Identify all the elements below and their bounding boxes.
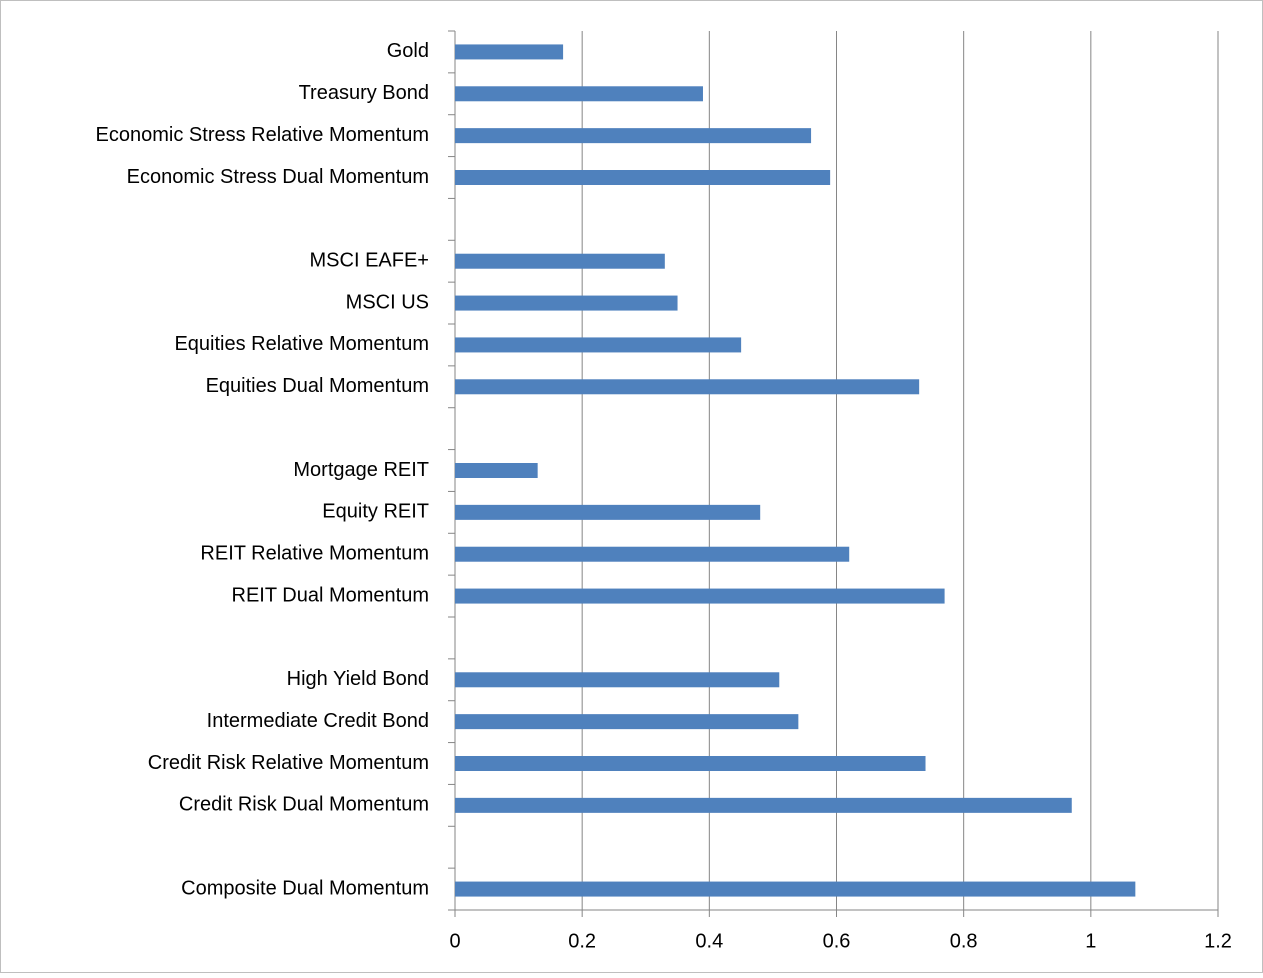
bar	[455, 463, 538, 478]
bar	[455, 881, 1136, 897]
x-tick-label: 1.2	[1204, 930, 1232, 952]
y-tick-label: Equity REIT	[322, 501, 429, 523]
bar	[455, 672, 780, 688]
bar	[455, 546, 850, 562]
x-tick-label: 0.8	[950, 930, 978, 952]
bar	[455, 128, 812, 144]
y-tick-label: Composite Dual Momentum	[181, 877, 429, 899]
y-tick-label: Economic Stress Relative Momentum	[96, 124, 429, 146]
bar	[455, 44, 564, 60]
y-tick-label: REIT Relative Momentum	[200, 542, 429, 564]
y-tick-label: Equities Relative Momentum	[174, 333, 429, 355]
bar	[455, 337, 742, 353]
x-tick-label: 1	[1085, 930, 1096, 952]
x-tick-label: 0.2	[568, 930, 596, 952]
y-tick-label: Gold	[387, 40, 429, 62]
bar	[455, 504, 761, 520]
bar	[455, 797, 1072, 813]
y-tick-label: Credit Risk Relative Momentum	[148, 752, 429, 774]
bar	[455, 714, 799, 730]
y-tick-label: Intermediate Credit Bond	[207, 710, 429, 732]
y-tick-label: REIT Dual Momentum	[232, 584, 429, 606]
y-tick-label: High Yield Bond	[287, 668, 429, 690]
y-tick-label: MSCI EAFE+	[310, 249, 429, 271]
x-tick-label: 0.4	[695, 930, 723, 952]
y-tick-label: Economic Stress Dual Momentum	[127, 166, 429, 188]
y-tick-label: MSCI US	[346, 291, 429, 313]
bar	[455, 588, 945, 604]
bar	[455, 170, 831, 185]
y-tick-label: Equities Dual Momentum	[206, 375, 429, 397]
bar	[455, 253, 665, 269]
bar	[455, 756, 926, 771]
y-tick-label: Treasury Bond	[299, 82, 429, 104]
x-tick-label: 0	[449, 930, 460, 952]
bar	[455, 295, 678, 311]
bar	[455, 86, 703, 102]
y-tick-label: Mortgage REIT	[293, 459, 429, 481]
y-tick-label: Credit Risk Dual Momentum	[179, 794, 429, 816]
bar	[455, 379, 920, 395]
x-tick-label: 0.6	[823, 930, 851, 952]
